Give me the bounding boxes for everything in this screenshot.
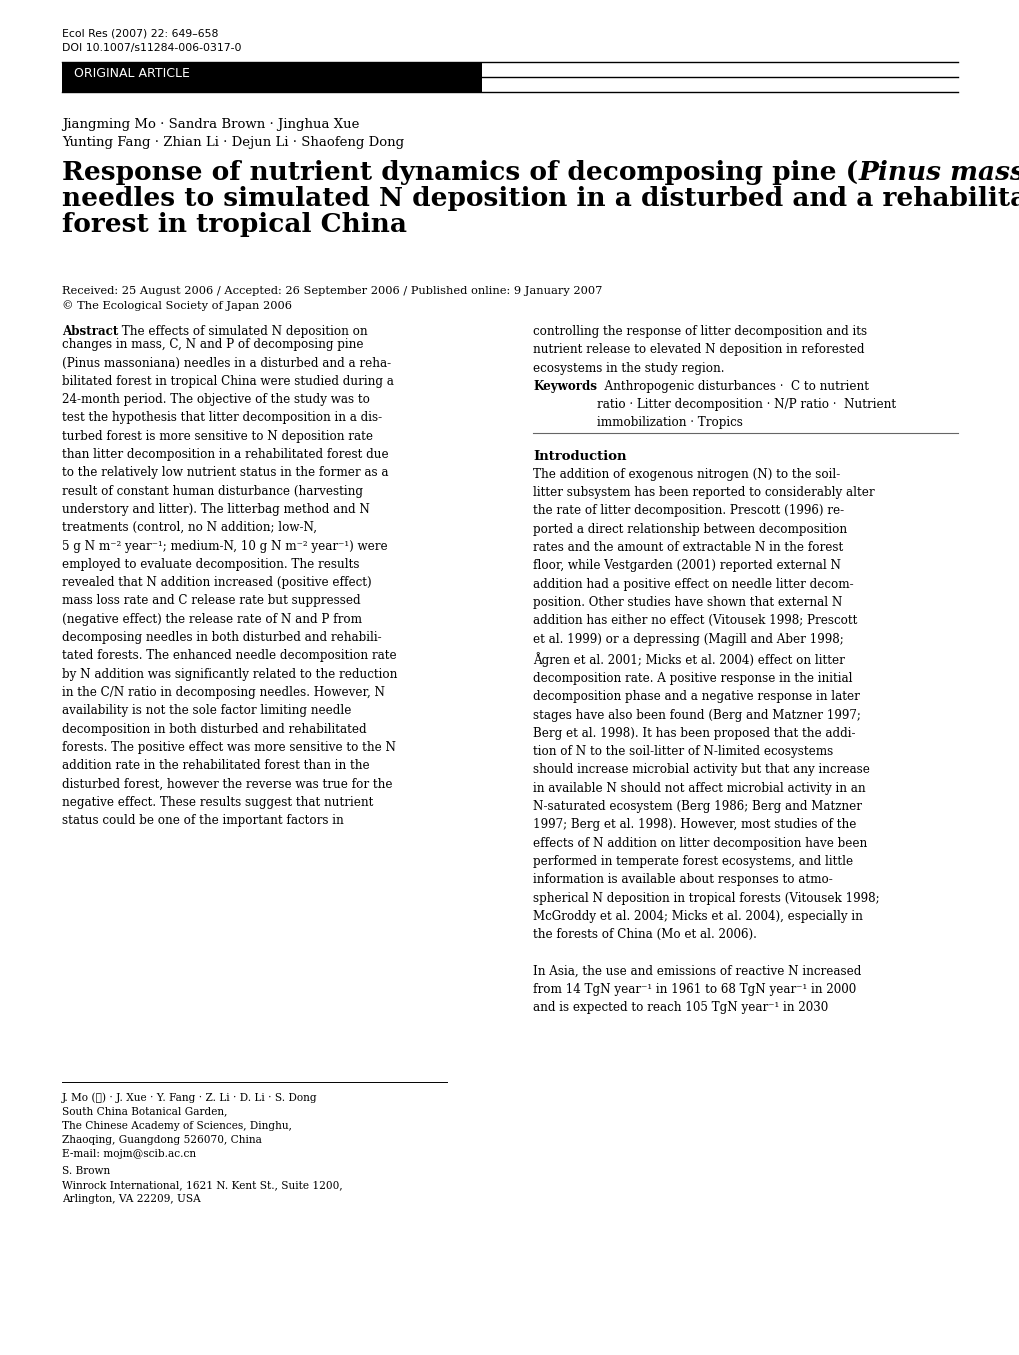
Text: © The Ecological Society of Japan 2006: © The Ecological Society of Japan 2006	[62, 299, 291, 310]
Text: Ecol Res (2007) 22: 649–658: Ecol Res (2007) 22: 649–658	[62, 28, 218, 38]
Text: Response of nutrient dynamics of decomposing pine (: Response of nutrient dynamics of decompo…	[62, 160, 857, 186]
Text: DOI 10.1007/s11284-006-0317-0: DOI 10.1007/s11284-006-0317-0	[62, 43, 242, 53]
Text: The addition of exogenous nitrogen (N) to the soil-
litter subsystem has been re: The addition of exogenous nitrogen (N) t…	[533, 467, 878, 1015]
Text: J. Mo (✉) · J. Xue · Y. Fang · Z. Li · D. Li · S. Dong
South China Botanical Gar: J. Mo (✉) · J. Xue · Y. Fang · Z. Li · D…	[62, 1092, 317, 1159]
Bar	[62, 62, 482, 92]
Text: Yunting Fang · Zhian Li · Dejun Li · Shaofeng Dong: Yunting Fang · Zhian Li · Dejun Li · Sha…	[62, 136, 404, 149]
Text: Keywords: Keywords	[533, 379, 596, 393]
Text: Abstract: Abstract	[62, 325, 118, 337]
Text: The effects of simulated N deposition on: The effects of simulated N deposition on	[118, 325, 368, 337]
Text: S. Brown
Winrock International, 1621 N. Kent St., Suite 1200,
Arlington, VA 2220: S. Brown Winrock International, 1621 N. …	[62, 1167, 342, 1205]
Text: ORIGINAL ARTICLE: ORIGINAL ARTICLE	[74, 66, 190, 80]
Text: Jiangming Mo · Sandra Brown · Jinghua Xue: Jiangming Mo · Sandra Brown · Jinghua Xu…	[62, 118, 359, 131]
Text: changes in mass, C, N and P of decomposing pine
(Pinus massoniana) needles in a : changes in mass, C, N and P of decomposi…	[62, 339, 397, 827]
Text: Anthropogenic disturbances ·  C to nutrient
ratio · Litter decomposition · N/P r: Anthropogenic disturbances · C to nutrie…	[596, 379, 896, 430]
Text: Pinus massoniana: Pinus massoniana	[857, 160, 1019, 186]
Text: controlling the response of litter decomposition and its
nutrient release to ele: controlling the response of litter decom…	[533, 325, 866, 374]
Text: needles to simulated N deposition in a disturbed and a rehabilitated: needles to simulated N deposition in a d…	[62, 186, 1019, 211]
Text: Introduction: Introduction	[533, 450, 626, 463]
Text: Received: 25 August 2006 / Accepted: 26 September 2006 / Published online: 9 Jan: Received: 25 August 2006 / Accepted: 26 …	[62, 286, 602, 295]
Text: forest in tropical China: forest in tropical China	[62, 211, 407, 237]
